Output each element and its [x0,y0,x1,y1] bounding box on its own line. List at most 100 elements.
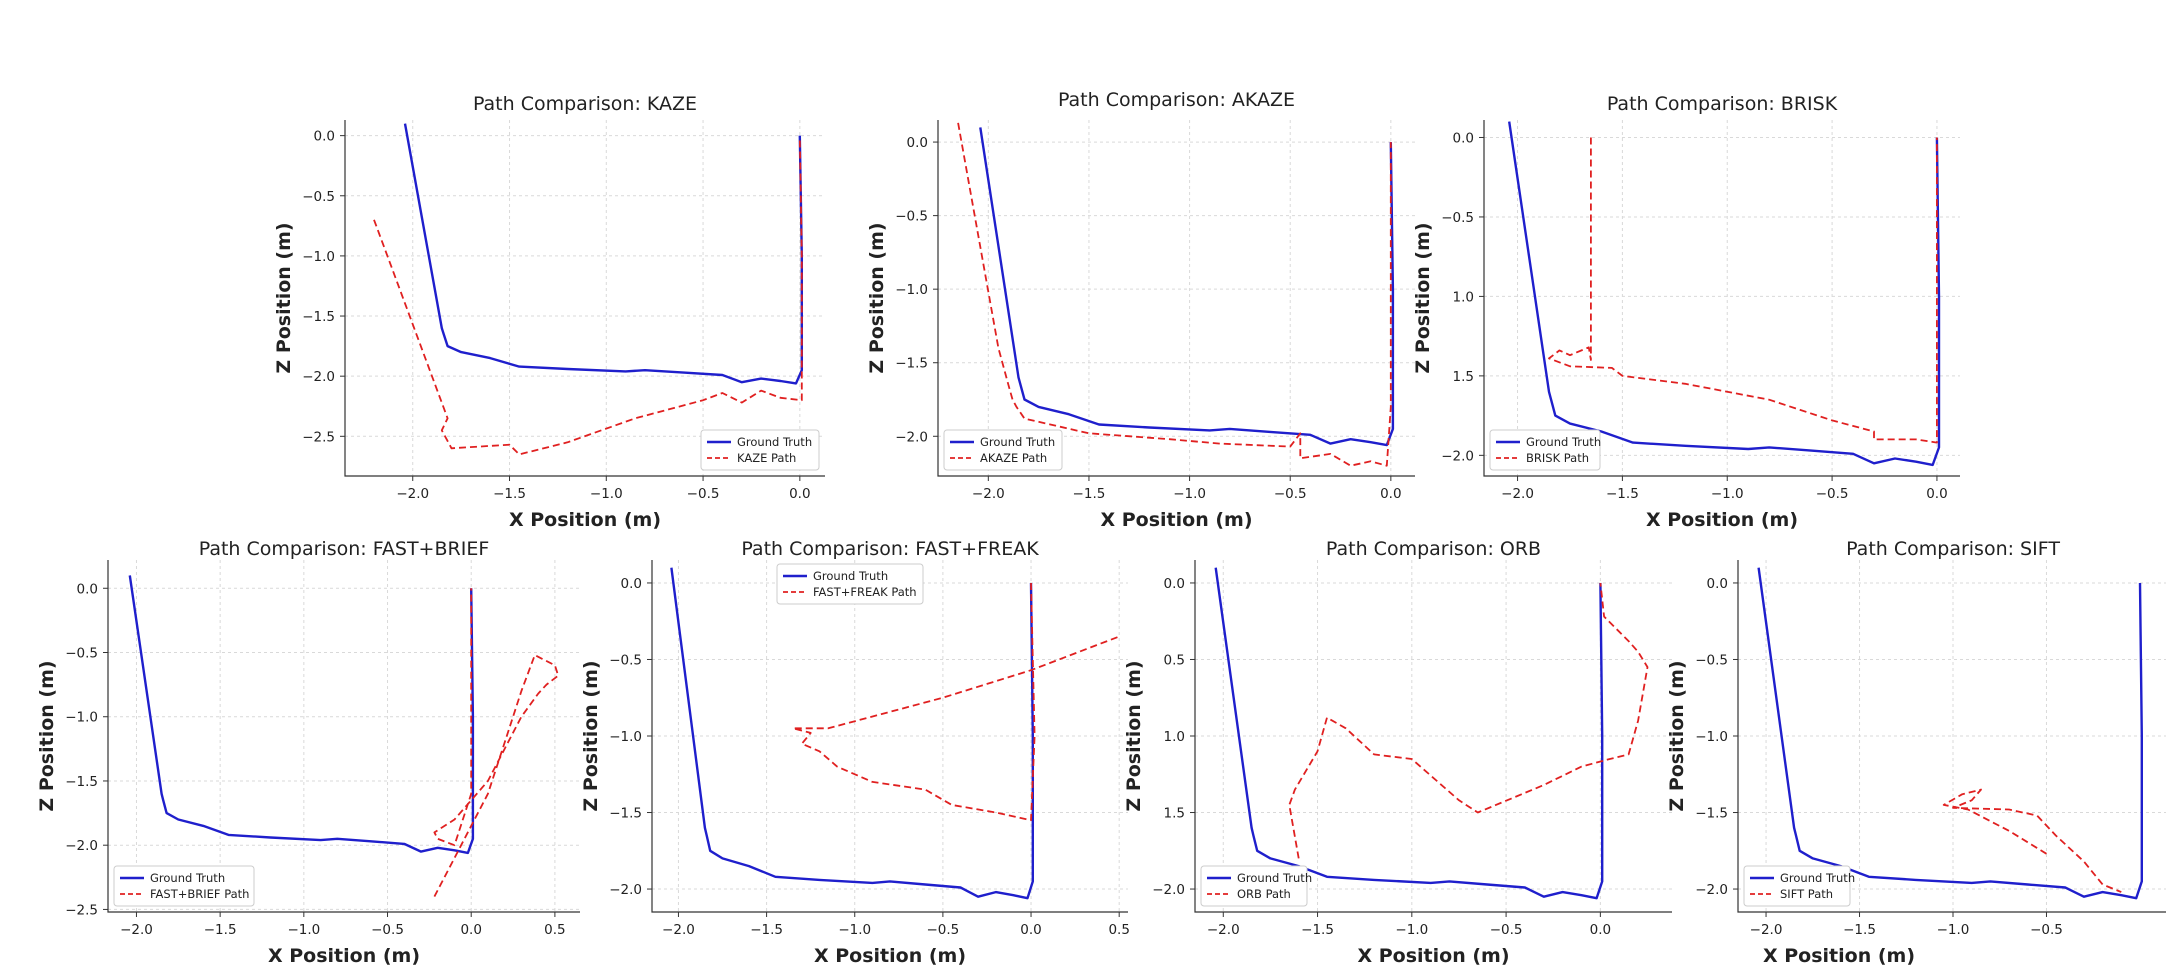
chart-panel-7: −2.0 −1.5 −1.0 −0.5 0.0 −0.5 −1.0 −1.5 −2.0 Path … [1666,538,2166,967]
y-tick-label: 0.0 [907,135,928,151]
chart-title: Path Comparison: FAST+BRIEF [199,538,490,560]
y-tick-label: −0.5 [895,209,928,225]
x-tick-label: −1.5 [1606,486,1639,502]
axes-spine [107,560,580,913]
y-tick-label: 0.0 [621,576,642,592]
x-tick-label: −1.5 [204,922,237,938]
legend-label: ORB Path [1237,887,1291,901]
x-axis-label: X Position (m) [1100,509,1252,531]
y-tick-label: 0.0 [1164,576,1185,592]
legend: Ground Truth KAZE Path [700,429,820,471]
y-tick-label: −2.5 [302,429,335,445]
legend: Ground Truth FAST+FREAK Path [776,563,924,605]
x-axis-label: X Position (m) [814,945,966,967]
y-tick-label: 1.0 [1453,289,1474,305]
legend: Ground Truth FAST+BRIEF Path [113,865,255,907]
ground-truth-series [128,575,475,855]
x-tick-label: 0.5 [544,922,565,938]
estimated-path-series [1942,788,2122,893]
legend: Ground Truth BRISK Path [1489,429,1601,471]
x-tick-label: 0.5 [1108,922,1129,938]
ground-truth-series [403,123,803,385]
x-tick-label: −0.5 [2030,922,2063,938]
x-tick-label: −2.0 [396,486,429,502]
y-axis-label: Z Position (m) [1412,222,1434,373]
x-tick-label: 0.0 [1020,922,1041,938]
chart-title: Path Comparison: SIFT [1846,538,2060,560]
x-tick-label: −1.5 [493,486,526,502]
legend: Ground Truth AKAZE Path [943,429,1063,471]
y-tick-label: −0.5 [609,652,642,668]
y-tick-label: −2.0 [302,369,335,385]
x-tick-label: −0.5 [926,922,959,938]
axes-spine [1194,560,1672,913]
ground-truth-series [670,567,1035,900]
x-tick-label: −1.0 [1937,922,1970,938]
x-tick-label: −1.0 [287,922,320,938]
x-tick-label: −0.5 [371,922,404,938]
legend-label: BRISK Path [1526,451,1589,465]
x-tick-label: −2.0 [972,486,1005,502]
legend-label: KAZE Path [737,451,796,465]
x-tick-label: −1.5 [750,922,783,938]
y-axis-label: Z Position (m) [273,222,295,373]
y-tick-label: −1.5 [1695,806,1728,822]
x-tick-label: −0.5 [1816,486,1849,502]
ground-truth-series [1757,567,2144,900]
x-tick-label: −1.5 [1073,486,1106,502]
x-tick-label: −0.5 [687,486,720,502]
x-tick-label: −2.0 [1207,922,1240,938]
y-tick-label: −1.0 [895,282,928,298]
x-tick-label: −1.0 [838,922,871,938]
y-tick-label: 1.5 [1164,806,1185,822]
estimated-path-series [957,122,1392,467]
legend-box [776,563,924,605]
y-tick-label: −2.0 [609,882,642,898]
y-tick-label: −2.0 [1695,882,1728,898]
y-tick-label: −2.0 [65,838,98,854]
legend-label: Ground Truth [1526,435,1601,449]
y-axis-label: Z Position (m) [866,222,888,373]
legend-label: Ground Truth [737,435,812,449]
x-tick-label: −0.5 [1274,486,1307,502]
y-tick-label: −0.5 [302,189,335,205]
y-tick-label: −2.0 [1441,448,1474,464]
y-tick-label: −1.0 [609,729,642,745]
y-axis-label: Z Position (m) [580,660,602,811]
x-tick-label: −2.0 [120,922,153,938]
legend-box [113,865,255,907]
axes-spine [1737,560,2166,913]
legend-box [1743,865,1851,907]
estimated-path-series [373,137,803,456]
y-tick-label: −1.0 [1695,729,1728,745]
legend-box [700,429,820,471]
x-axis-label: X Position (m) [509,509,661,531]
legend-label: Ground Truth [980,435,1055,449]
chart-panel-4: −2.0 −1.5 −1.0 −0.5 0.0 0.5 0.0 −0.5 −1.0 −1.5 −2.… [36,538,580,967]
legend-box [943,429,1063,471]
estimated-path-series [1548,137,1938,444]
estimated-path-series [1288,582,1649,859]
chart-title: Path Comparison: AKAZE [1058,89,1295,111]
x-tick-label: −1.0 [1395,922,1428,938]
legend-label: Ground Truth [1237,871,1312,885]
x-tick-label: 0.0 [1380,486,1401,502]
y-tick-label: −2.0 [1152,882,1185,898]
legend-label: SIFT Path [1780,887,1833,901]
y-tick-label: 0.0 [77,581,98,597]
legend-label: Ground Truth [1780,871,1855,885]
y-tick-label: −0.5 [65,645,98,661]
legend-box [1489,429,1601,471]
x-axis-label: X Position (m) [1357,945,1509,967]
chart-title: Path Comparison: BRISK [1607,93,1838,115]
x-tick-label: −1.0 [1711,486,1744,502]
y-tick-label: 0.0 [1707,576,1728,592]
legend: Ground Truth ORB Path [1200,865,1312,907]
y-tick-label: −1.5 [65,774,98,790]
x-tick-label: 0.0 [1590,922,1611,938]
axes-spine [344,120,825,477]
y-tick-label: 1.0 [1164,729,1185,745]
legend-label: Ground Truth [150,871,225,885]
chart-panel-6: −2.0 −1.5 −1.0 −0.5 0.0 0.0 0.5 1.0 1.5 −2.0 Path … [1123,538,1672,967]
